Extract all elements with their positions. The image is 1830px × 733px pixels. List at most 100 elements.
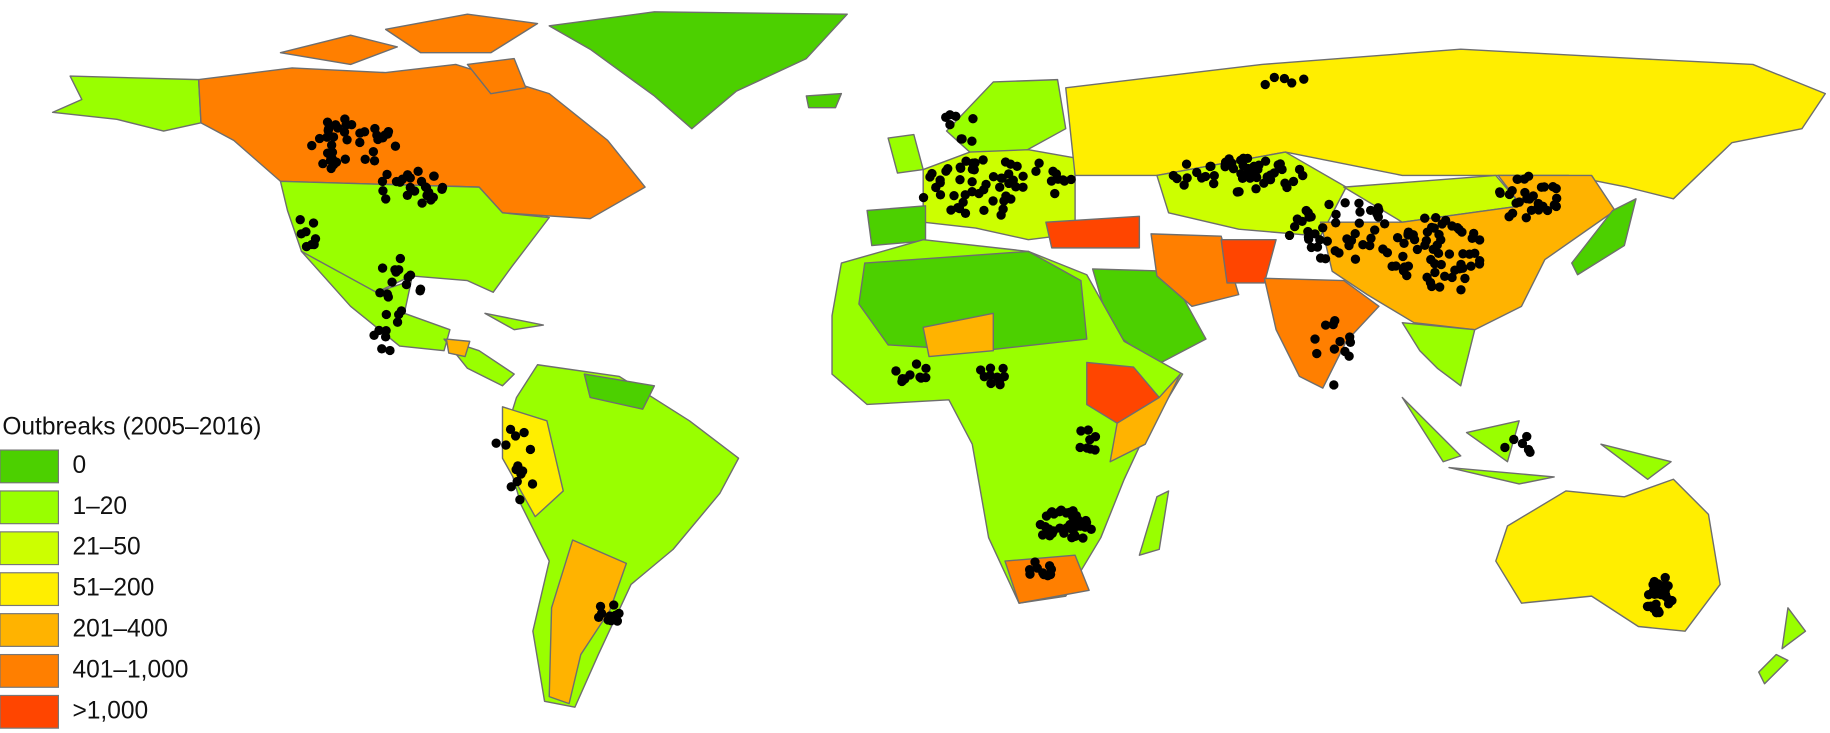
- outbreak-dot: [1402, 270, 1412, 281]
- outbreak-dot: [951, 111, 961, 121]
- outbreak-dot: [397, 174, 408, 184]
- outbreak-dot: [383, 126, 394, 137]
- outbreak-dot: [1464, 249, 1475, 259]
- outbreak-dot: [301, 227, 311, 237]
- outbreak-dot: [1205, 161, 1215, 172]
- outbreak-dot: [342, 135, 352, 145]
- outbreak-dot: [1303, 232, 1314, 242]
- outbreak-dot: [1440, 271, 1450, 281]
- outbreak-dot: [373, 134, 383, 145]
- outbreak-dot: [527, 479, 538, 489]
- outbreak-dot: [1312, 348, 1322, 359]
- outbreak-dot: [979, 371, 989, 382]
- outbreak-dot: [416, 176, 427, 187]
- outbreak-dot: [1249, 161, 1259, 171]
- outbreak-dot: [421, 183, 432, 193]
- iberia: [866, 205, 927, 247]
- outbreak-dot: [1196, 173, 1207, 183]
- outbreak-dot: [326, 140, 337, 150]
- outbreak-dot: [1456, 259, 1466, 270]
- outbreak-dot: [988, 172, 999, 182]
- outbreak-dot: [368, 147, 379, 157]
- outbreak-dot: [512, 476, 522, 487]
- outbreak-dot: [1050, 188, 1060, 199]
- outbreak-dot: [1447, 272, 1457, 283]
- outbreak-dot: [1467, 233, 1477, 243]
- greenland: [548, 11, 848, 130]
- japan: [1571, 198, 1637, 276]
- canada-islands: [279, 13, 539, 95]
- outbreak-dot: [1030, 557, 1040, 567]
- outbreak-dot: [1525, 194, 1535, 204]
- outbreak-dot: [1340, 198, 1350, 208]
- outbreak-dot: [1450, 265, 1460, 275]
- outbreak-dot: [1350, 254, 1361, 264]
- outbreak-dot: [340, 114, 350, 124]
- outbreak-dot: [1322, 236, 1332, 246]
- outbreak-dot: [1073, 515, 1083, 525]
- outbreak-dot: [1409, 235, 1420, 245]
- outbreak-dot: [1289, 221, 1300, 232]
- outbreak-dot: [1429, 223, 1439, 233]
- outbreak-dot: [1420, 240, 1430, 250]
- outbreak-dot: [340, 154, 350, 164]
- outbreak-dot: [1403, 229, 1413, 239]
- canada: [197, 63, 646, 220]
- outbreak-dot: [501, 440, 511, 450]
- outbreak-dot: [318, 158, 328, 169]
- outbreak-dot: [1273, 160, 1283, 170]
- outbreak-dot: [511, 464, 521, 475]
- legend-swatch: [0, 613, 60, 647]
- outbreak-dot: [1350, 228, 1360, 239]
- outbreak-dot: [505, 424, 516, 435]
- outbreak-dot: [1303, 208, 1313, 218]
- iceland: [805, 92, 843, 109]
- outbreak-dot: [1055, 523, 1065, 533]
- outbreak-dot: [935, 178, 945, 188]
- outbreak-dot: [1434, 229, 1444, 240]
- outbreak-dot: [941, 112, 951, 123]
- outbreak-dot: [1373, 212, 1384, 222]
- outbreak-dot: [380, 332, 391, 342]
- outbreak-dot: [1334, 248, 1344, 258]
- outbreak-dot: [1031, 166, 1041, 177]
- outbreak-dot: [979, 205, 989, 216]
- outbreak-dot: [1648, 586, 1659, 596]
- outbreak-dot: [1474, 255, 1485, 266]
- outbreak-dot: [1066, 174, 1076, 185]
- outbreak-dot: [1034, 158, 1044, 168]
- outbreak-dot: [339, 127, 350, 137]
- outbreak-dot: [595, 601, 606, 612]
- outbreak-dot: [1085, 434, 1095, 445]
- outbreak-dot: [1358, 240, 1368, 250]
- outbreak-dot: [1437, 219, 1447, 229]
- outbreak-dot: [941, 166, 951, 176]
- outbreak-dot: [986, 378, 996, 389]
- outbreak-dot: [1280, 178, 1290, 188]
- outbreak-dot: [1181, 159, 1192, 169]
- outbreak-dot: [1320, 320, 1331, 330]
- outbreak-dot: [1078, 533, 1088, 543]
- outbreak-dot: [1399, 262, 1410, 272]
- iran: [1150, 233, 1240, 308]
- outbreak-dot: [1456, 285, 1466, 295]
- outbreak-dot: [387, 277, 397, 287]
- india: [1263, 277, 1380, 389]
- outbreak-dot: [1533, 205, 1544, 215]
- outbreak-dot: [1067, 533, 1077, 543]
- outbreak-dot: [1260, 156, 1271, 166]
- mexico: [300, 250, 451, 352]
- guianas: [583, 373, 656, 410]
- outbreak-dot: [1284, 230, 1295, 241]
- outbreak-dot: [1425, 277, 1436, 288]
- outbreak-dot: [1512, 174, 1522, 184]
- outbreak-dot: [978, 155, 988, 165]
- outbreak-dot: [935, 190, 946, 200]
- outbreak-dot: [491, 438, 501, 448]
- outbreak-dot: [322, 132, 332, 142]
- outbreak-dot: [396, 306, 407, 316]
- outbreak-dot: [1433, 248, 1444, 259]
- outbreak-dot: [1460, 273, 1470, 284]
- outbreak-dot: [1318, 223, 1328, 233]
- outbreak-dot: [295, 215, 305, 225]
